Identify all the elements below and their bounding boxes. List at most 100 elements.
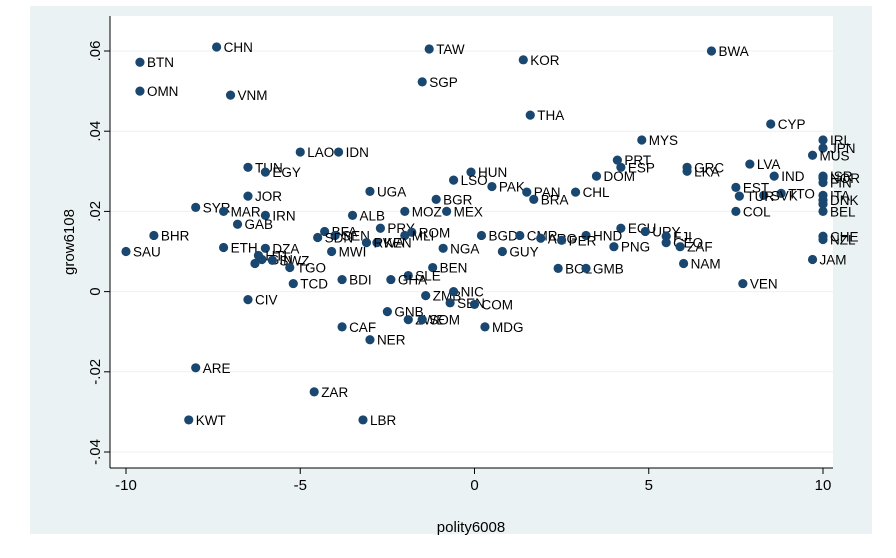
point-label: MLI (412, 228, 435, 243)
data-point (424, 44, 434, 54)
data-point (661, 231, 671, 241)
data-point (135, 86, 145, 96)
data-point (776, 188, 786, 198)
point-label: BRA (541, 192, 569, 207)
data-point (365, 335, 375, 345)
point-label: PER (569, 233, 597, 248)
point-label: MOZ (412, 204, 442, 219)
data-point (191, 202, 201, 212)
data-point (337, 274, 347, 285)
data-point (212, 42, 222, 52)
data-point (243, 162, 253, 172)
point-label: FIN (830, 176, 852, 191)
point-label: PAK (499, 180, 525, 195)
point-label: TCD (300, 277, 328, 292)
y-tick-label: .02 (87, 201, 104, 222)
data-point (361, 238, 372, 248)
point-label: KEN (384, 236, 412, 251)
data-point (522, 187, 532, 197)
data-point (448, 175, 459, 185)
point-label: JOR (255, 189, 282, 204)
data-point (191, 363, 201, 373)
point-label: COM (482, 297, 514, 312)
y-tick-label: .06 (87, 41, 104, 62)
y-axis-title: grow6108 (61, 209, 78, 275)
data-point (417, 77, 427, 87)
data-point (218, 242, 229, 253)
point-label: IDN (346, 145, 369, 160)
data-point (337, 322, 347, 332)
point-label: KOR (530, 53, 560, 68)
point-label: THA (537, 108, 564, 123)
data-point (417, 315, 427, 325)
point-label: TAW (436, 42, 465, 57)
data-point (731, 182, 741, 192)
point-label: TGO (297, 261, 326, 276)
data-point (616, 223, 626, 233)
data-point (818, 135, 828, 145)
data-point (525, 110, 535, 120)
point-label: BHR (161, 228, 190, 243)
point-label: SOM (429, 313, 460, 328)
point-label: IRN (272, 208, 295, 223)
data-point (679, 258, 689, 269)
data-point (536, 233, 546, 243)
data-point (260, 243, 270, 253)
point-label: SGP (429, 75, 458, 90)
point-label: CHL (583, 185, 610, 200)
data-point (320, 226, 330, 237)
point-label: GUY (509, 245, 538, 260)
point-label: EGY (272, 165, 301, 180)
point-label: JAM (820, 253, 847, 268)
data-point (807, 150, 818, 160)
data-point (570, 187, 581, 197)
data-point (807, 254, 818, 265)
point-label: UGA (377, 184, 406, 199)
point-label: HUN (478, 165, 507, 180)
point-label: DZA (272, 241, 299, 256)
point-label: SEN (342, 228, 370, 243)
data-point (375, 223, 386, 233)
data-point (769, 171, 779, 181)
point-label: NOR (830, 171, 860, 186)
data-point (480, 322, 490, 332)
point-label: RWA (373, 236, 404, 251)
point-label: ZAR (321, 385, 348, 400)
x-tick-label: -10 (115, 477, 137, 494)
data-point (285, 262, 295, 273)
data-point (745, 159, 755, 169)
data-point (616, 162, 626, 172)
point-label: BWA (718, 44, 748, 59)
data-point (438, 243, 448, 253)
point-label: OMN (147, 84, 179, 99)
data-point (260, 210, 270, 221)
point-label: SLE (415, 269, 441, 284)
data-point (738, 278, 748, 289)
data-point (400, 206, 410, 216)
data-point (529, 194, 539, 204)
data-point (557, 235, 567, 245)
point-label: FJI (673, 229, 692, 244)
data-point (637, 135, 647, 145)
point-label: DOM (603, 169, 635, 184)
point-label: LVA (757, 157, 781, 172)
data-point (759, 190, 769, 200)
point-label: BEN (440, 261, 468, 276)
data-point (135, 57, 145, 67)
y-tick-label: 0 (87, 287, 104, 295)
point-label: PAN (534, 185, 561, 200)
data-point (818, 177, 828, 188)
data-point (640, 226, 650, 237)
point-label: IND (781, 169, 805, 184)
y-tick-label: .04 (87, 121, 104, 142)
point-label: BTN (147, 55, 174, 70)
data-point (428, 262, 438, 273)
data-point (818, 206, 828, 216)
data-point (476, 230, 487, 241)
point-label: GRC (694, 160, 724, 175)
point-label: ETH (231, 240, 258, 255)
point-label: ROM (419, 225, 451, 240)
data-point (295, 147, 305, 157)
